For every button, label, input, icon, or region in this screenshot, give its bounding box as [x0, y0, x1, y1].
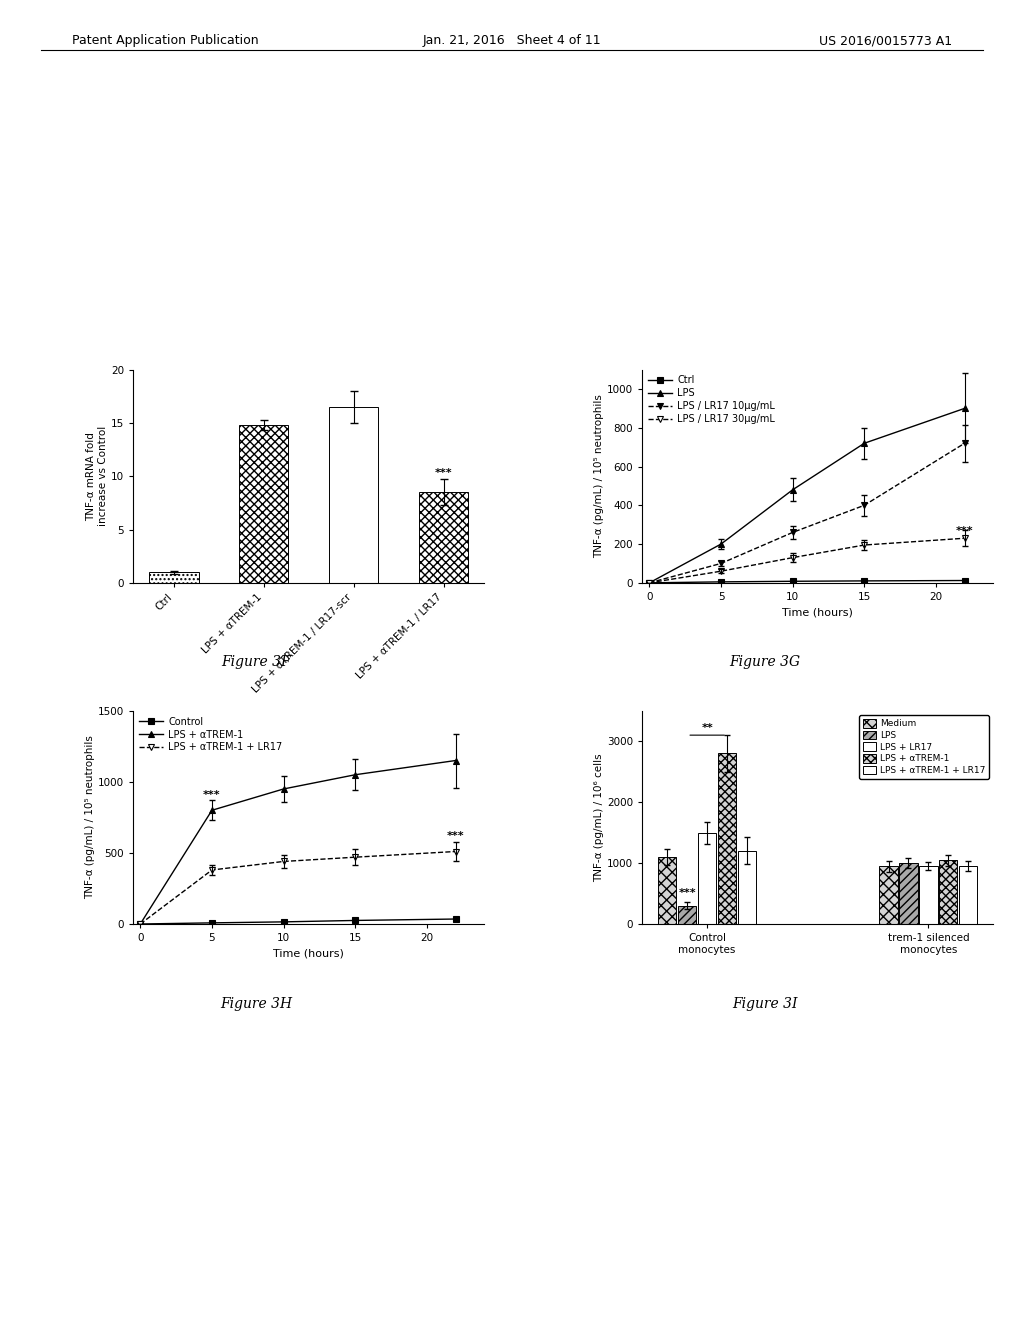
Y-axis label: TNF-α (pg/mL) / 10⁵ neutrophils: TNF-α (pg/mL) / 10⁵ neutrophils	[594, 395, 604, 558]
Y-axis label: TNF-α (pg/mL) / 10⁶ cells: TNF-α (pg/mL) / 10⁶ cells	[594, 754, 604, 882]
Bar	[939, 861, 957, 924]
Text: Jan. 21, 2016   Sheet 4 of 11: Jan. 21, 2016 Sheet 4 of 11	[423, 34, 601, 48]
Bar	[419, 492, 468, 583]
Text: ***: ***	[435, 469, 453, 478]
Bar	[698, 833, 716, 924]
Text: ***: ***	[446, 830, 464, 841]
Text: Figure 3G: Figure 3G	[729, 656, 801, 669]
Bar	[899, 863, 918, 924]
Legend: Ctrl, LPS, LPS / LR17 10μg/mL, LPS / LR17 30μg/mL: Ctrl, LPS, LPS / LR17 10μg/mL, LPS / LR1…	[647, 375, 776, 425]
Text: ***: ***	[955, 527, 974, 536]
Legend: Medium, LPS, LPS + LR17, LPS + αTREM-1, LPS + αTREM-1 + LR17: Medium, LPS, LPS + LR17, LPS + αTREM-1, …	[859, 715, 989, 779]
Text: Figure 3H: Figure 3H	[220, 997, 292, 1011]
X-axis label: Time (hours): Time (hours)	[782, 607, 853, 618]
Text: ***: ***	[203, 789, 221, 800]
Bar	[239, 425, 289, 583]
Text: ***: ***	[679, 888, 696, 899]
Bar	[880, 866, 898, 924]
Bar	[678, 906, 696, 924]
Legend: Control, LPS + αTREM-1, LPS + αTREM-1 + LR17: Control, LPS + αTREM-1, LPS + αTREM-1 + …	[138, 715, 284, 754]
Bar	[718, 754, 736, 924]
Bar	[658, 857, 677, 924]
Bar	[329, 407, 378, 583]
Bar	[737, 851, 756, 924]
Bar	[920, 866, 938, 924]
Bar	[959, 866, 977, 924]
Text: Figure 3I: Figure 3I	[732, 997, 798, 1011]
Text: Patent Application Publication: Patent Application Publication	[72, 34, 258, 48]
Text: **: **	[701, 723, 713, 733]
Text: US 2016/0015773 A1: US 2016/0015773 A1	[819, 34, 952, 48]
Text: Figure 3F: Figure 3F	[221, 656, 291, 669]
Y-axis label: TNF-α mRNA fold
increase vs Control: TNF-α mRNA fold increase vs Control	[86, 426, 109, 527]
Bar	[150, 572, 199, 583]
X-axis label: Time (hours): Time (hours)	[273, 949, 344, 958]
Y-axis label: TNF-α (pg/mL) / 10⁵ neutrophils: TNF-α (pg/mL) / 10⁵ neutrophils	[85, 735, 95, 899]
